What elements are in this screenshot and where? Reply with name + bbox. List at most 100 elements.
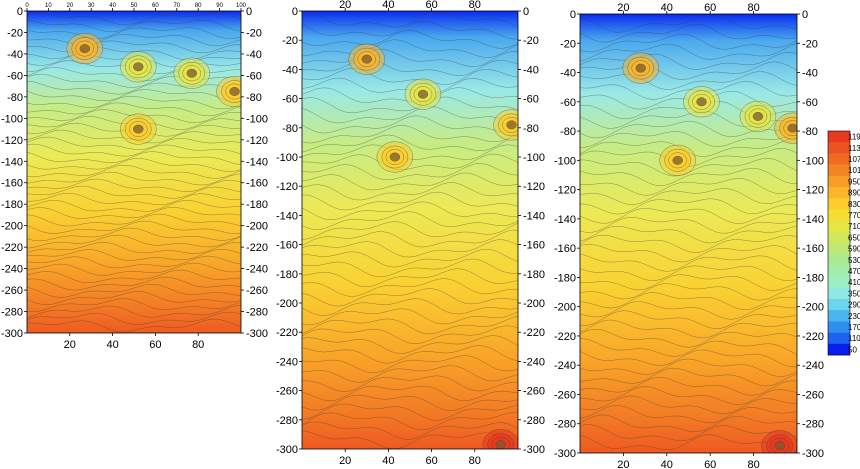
y-tick-label-left: -200 — [276, 298, 298, 310]
x-tick-label-bottom: 60 — [704, 459, 716, 469]
isoline — [302, 421, 518, 440]
y-tick-label-right: -280 — [246, 307, 268, 319]
isoline — [27, 27, 241, 39]
isoline — [27, 102, 241, 117]
y-tick-label-right: -60 — [802, 97, 818, 109]
isoline — [27, 185, 241, 199]
colorbar-label: 50 — [848, 345, 857, 354]
y-tick-label-right: -140 — [802, 214, 824, 226]
colorbar-label: 830 — [848, 200, 860, 209]
isoline — [302, 96, 518, 114]
colorbar-label: 650 — [848, 233, 860, 242]
isoline — [580, 131, 797, 148]
y-tick-label-right: -280 — [523, 415, 545, 427]
isoline — [27, 311, 241, 325]
y-tick-label-left: -280 — [276, 415, 298, 427]
isoline — [302, 191, 518, 211]
isoline — [580, 434, 797, 453]
x-tick-label-top: 20 — [617, 2, 629, 14]
y-tick-label-right: -160 — [802, 243, 824, 255]
colorbar-swatch — [828, 187, 850, 199]
isoline — [302, 106, 518, 124]
colorbar-swatch — [828, 299, 850, 311]
y-tick-label-left: -260 — [276, 386, 298, 398]
y-tick-label-left: -240 — [1, 264, 23, 276]
y-tick-label-left: -300 — [276, 444, 298, 456]
y-tick-label-left: -20 — [560, 38, 576, 50]
isoline — [302, 68, 518, 85]
isoline — [580, 367, 797, 387]
isoline — [580, 244, 797, 263]
isoline — [302, 221, 518, 240]
x-tick-label-top: 50 — [131, 3, 138, 9]
anomaly-5 — [774, 112, 797, 144]
colorbar-label: 470 — [848, 267, 860, 276]
isoline — [580, 395, 797, 414]
isoline — [27, 242, 241, 254]
anomaly-4 — [493, 109, 518, 141]
x-tick-label-top: 10 — [45, 3, 52, 9]
y-tick-label-left: -160 — [276, 240, 298, 252]
isoline — [580, 377, 797, 396]
anomaly-1 — [622, 52, 660, 84]
colorbar-label: 170 — [848, 323, 860, 332]
isoline — [27, 220, 241, 235]
plot-frame — [579, 13, 798, 454]
isoline — [27, 276, 241, 291]
y-tick-label-left: -80 — [560, 126, 576, 138]
y-tick-label-left: -80 — [282, 123, 298, 135]
isoline — [580, 217, 797, 234]
colorbar-swatch — [828, 142, 850, 154]
colorbar-label: 290 — [848, 301, 860, 310]
x-tick-label-bottom: 60 — [149, 339, 161, 351]
y-tick-label-right: -280 — [802, 419, 824, 431]
y-tick-label-left: 0 — [17, 6, 23, 18]
isoline — [27, 234, 241, 249]
contour-field — [580, 14, 797, 453]
isoline — [302, 394, 518, 411]
colorbar-label: 230 — [848, 312, 860, 321]
colorbar-label: 890 — [848, 189, 860, 198]
y-tick-label-left: -200 — [1, 221, 23, 233]
isoline — [27, 298, 241, 313]
x-tick-label-top: 60 — [425, 0, 437, 11]
y-tick-label-right: -100 — [246, 113, 268, 125]
isoline — [580, 234, 797, 253]
y-tick-label-left: -180 — [1, 199, 23, 211]
y-tick-label-right: -140 — [523, 210, 545, 222]
y-tick-label-right: -120 — [246, 135, 268, 147]
colorbar-swatch — [828, 321, 850, 333]
contour-panel-2: 0-20-40-60-80-100-120-140-160-180-200-22… — [276, 0, 545, 467]
isoline — [302, 403, 518, 421]
isoline — [302, 134, 518, 153]
isoline — [27, 158, 241, 172]
isoline — [27, 200, 241, 212]
isoline — [27, 213, 241, 227]
isoline — [27, 227, 241, 242]
anomaly-3 — [173, 57, 211, 89]
isoline — [27, 89, 241, 103]
colorbar-swatch — [828, 332, 850, 345]
x-tick-label-top: 30 — [88, 3, 95, 9]
x-tick-label-bottom: 40 — [382, 455, 394, 467]
isoline — [27, 269, 241, 283]
isoline — [580, 310, 797, 329]
isoline — [27, 143, 241, 157]
y-tick-label-left: -220 — [1, 242, 23, 254]
isoline — [302, 385, 518, 402]
y-tick-label-left: -20 — [7, 27, 23, 39]
isoline — [302, 365, 518, 383]
isoline — [27, 136, 241, 150]
isoline — [580, 253, 797, 272]
isoline — [27, 178, 241, 192]
x-tick-label-bottom: 60 — [425, 455, 437, 467]
isoline — [27, 171, 241, 186]
y-tick-label-left: -220 — [276, 327, 298, 339]
y-tick-label-right: -300 — [523, 444, 545, 456]
isoline — [580, 405, 797, 424]
y-tick-label-left: -220 — [554, 331, 576, 343]
colorbar-swatch — [828, 343, 850, 356]
isoline — [580, 424, 797, 441]
y-tick-label-right: -220 — [523, 327, 545, 339]
